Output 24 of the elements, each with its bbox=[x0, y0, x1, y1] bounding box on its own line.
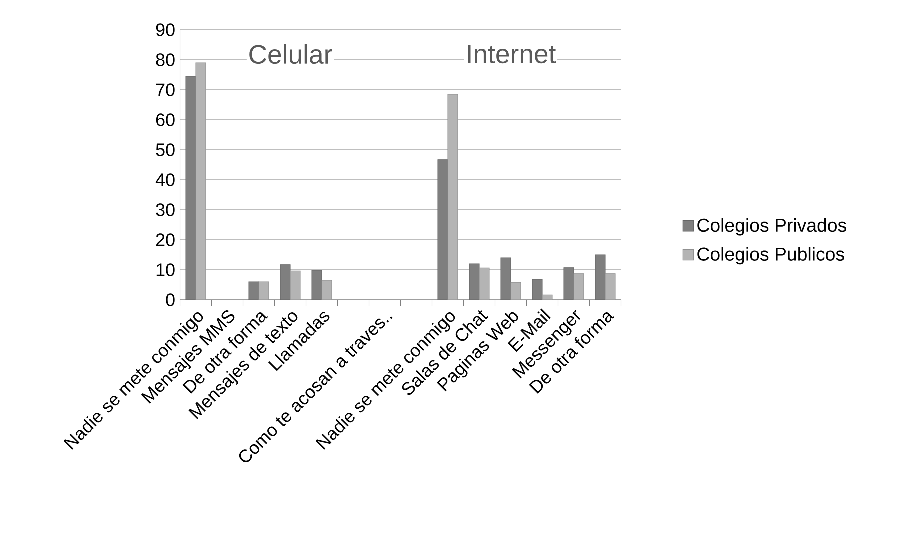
bar bbox=[196, 62, 206, 300]
y-tick-label: 10 bbox=[156, 264, 175, 276]
y-tick-label: 20 bbox=[156, 234, 175, 246]
legend-label: Colegios Privados bbox=[698, 218, 846, 236]
bar bbox=[605, 274, 616, 300]
bar bbox=[448, 94, 458, 300]
y-tick-label: 50 bbox=[156, 144, 175, 156]
y-tick-label: 0 bbox=[166, 294, 175, 306]
legend-label: Colegios Publicos bbox=[698, 247, 844, 265]
bar bbox=[574, 274, 584, 300]
y-tick-label: 60 bbox=[156, 114, 175, 126]
bar bbox=[290, 270, 301, 300]
y-tick-label: 30 bbox=[156, 204, 175, 216]
y-tick-label: 70 bbox=[156, 84, 175, 96]
annotation: Internet bbox=[468, 45, 556, 64]
y-tick-label: 90 bbox=[156, 24, 175, 36]
bar bbox=[510, 282, 522, 300]
bar bbox=[542, 294, 553, 300]
bar bbox=[479, 268, 490, 300]
annotation: Celular bbox=[250, 44, 332, 64]
y-tick-label: 80 bbox=[156, 54, 175, 66]
bar bbox=[322, 280, 332, 300]
y-tick-label: 40 bbox=[156, 174, 175, 186]
bar bbox=[258, 282, 270, 300]
